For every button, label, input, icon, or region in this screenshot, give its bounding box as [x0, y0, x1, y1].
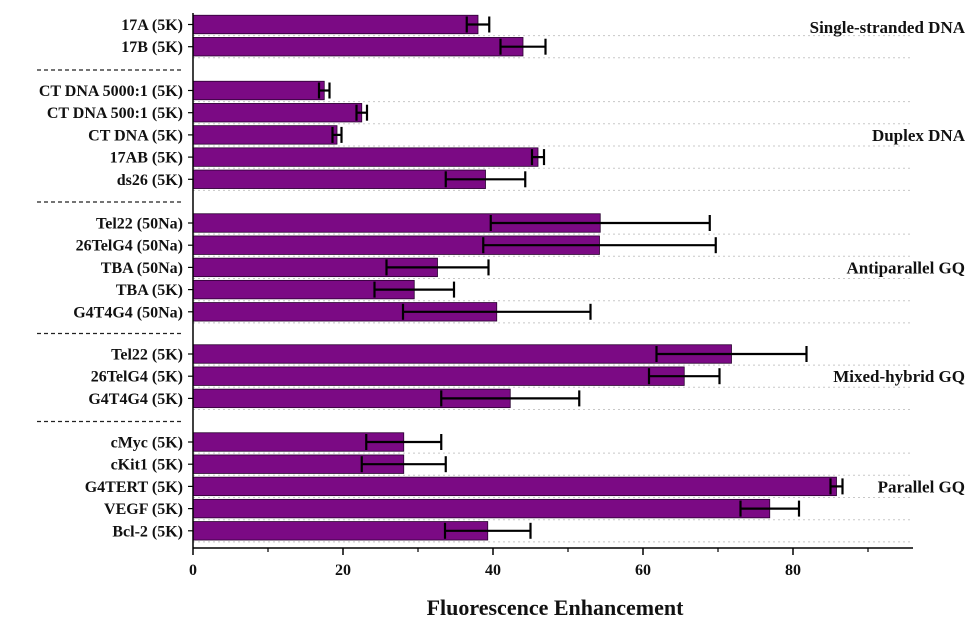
error-bar: [655, 346, 808, 362]
category-label: Tel22 (50Na): [96, 216, 183, 233]
category-label: TBA (5K): [116, 282, 183, 299]
bar: [192, 476, 837, 497]
error-bar: [647, 368, 721, 385]
category-label: G4T4G4 (50Na): [73, 304, 183, 321]
error-bar: [317, 82, 331, 99]
error-bar: [482, 237, 717, 254]
bar: [192, 366, 685, 386]
category-label: 26TelG4 (5K): [91, 369, 183, 386]
category-label: 17B (5K): [121, 39, 183, 56]
category-label: CT DNA 500:1 (5K): [47, 105, 183, 122]
error-bar: [373, 281, 456, 298]
category-labels: 17A (5K) 17B (5K) CT DNA 5000:1 (5K) CT DNA…: [39, 17, 183, 540]
x-tick-label: 60: [635, 562, 651, 579]
bar: [192, 14, 479, 35]
group-label: Parallel GQ: [878, 477, 965, 496]
error-bar: [444, 171, 527, 188]
x-tick-label: 80: [785, 562, 801, 579]
bar: [192, 80, 325, 101]
error-bar: [385, 259, 490, 276]
group-label: Mixed-hybrid GQ: [833, 367, 965, 386]
error-bar: [829, 478, 844, 495]
error-bar: [401, 303, 592, 320]
category-label: 26TelG4 (50Na): [76, 238, 183, 255]
x-axis-title: Fluorescence Enhancement: [427, 595, 685, 620]
bar: [192, 147, 539, 167]
bar: [192, 125, 338, 145]
error-bar: [739, 500, 801, 517]
group-label: Duplex DNA: [872, 126, 966, 145]
category-label: Tel22 (5K): [111, 347, 183, 364]
bar: [192, 498, 771, 519]
bar: [192, 344, 732, 364]
error-bar: [360, 456, 447, 473]
error-bar: [465, 16, 491, 33]
bar: [192, 103, 363, 123]
error-bar: [440, 390, 581, 407]
bar: [192, 37, 524, 57]
category-label: ds26 (5K): [117, 172, 183, 189]
x-axis: 0 20 40 60 80: [188, 13, 913, 579]
category-label: TBA (50Na): [101, 260, 183, 277]
category-label: 17A (5K): [121, 17, 183, 34]
error-bars: [317, 16, 844, 539]
category-label: G4TERT (5K): [85, 479, 183, 496]
error-bar: [365, 434, 443, 450]
x-tick-label: 40: [485, 562, 501, 579]
bar: [192, 521, 489, 541]
bar: [192, 169, 486, 189]
group-label: Antiparallel GQ: [846, 258, 965, 277]
x-tick-label: 0: [189, 562, 197, 579]
category-label: CT DNA (5K): [88, 127, 183, 144]
category-label: cKit1 (5K): [111, 457, 183, 474]
error-bar: [489, 215, 711, 231]
category-label: Bcl-2 (5K): [112, 523, 183, 540]
error-bar: [355, 104, 369, 121]
bars: [192, 14, 837, 541]
error-bar: [331, 126, 343, 143]
group-label: Single-stranded DNA: [810, 18, 966, 37]
error-bar: [530, 149, 546, 166]
category-label: 17AB (5K): [110, 150, 183, 167]
group-labels: Single-stranded DNA Duplex DNA Antiparalle…: [810, 18, 966, 496]
category-label: VEGF (5K): [104, 501, 183, 518]
category-label: cMyc (5K): [111, 435, 183, 452]
x-tick-label: 20: [335, 562, 351, 579]
error-bar: [499, 38, 547, 55]
grid-lines: [37, 35, 913, 543]
category-label: CT DNA 5000:1 (5K): [39, 83, 183, 100]
error-bar: [443, 522, 532, 539]
category-label: G4T4G4 (5K): [88, 391, 183, 408]
